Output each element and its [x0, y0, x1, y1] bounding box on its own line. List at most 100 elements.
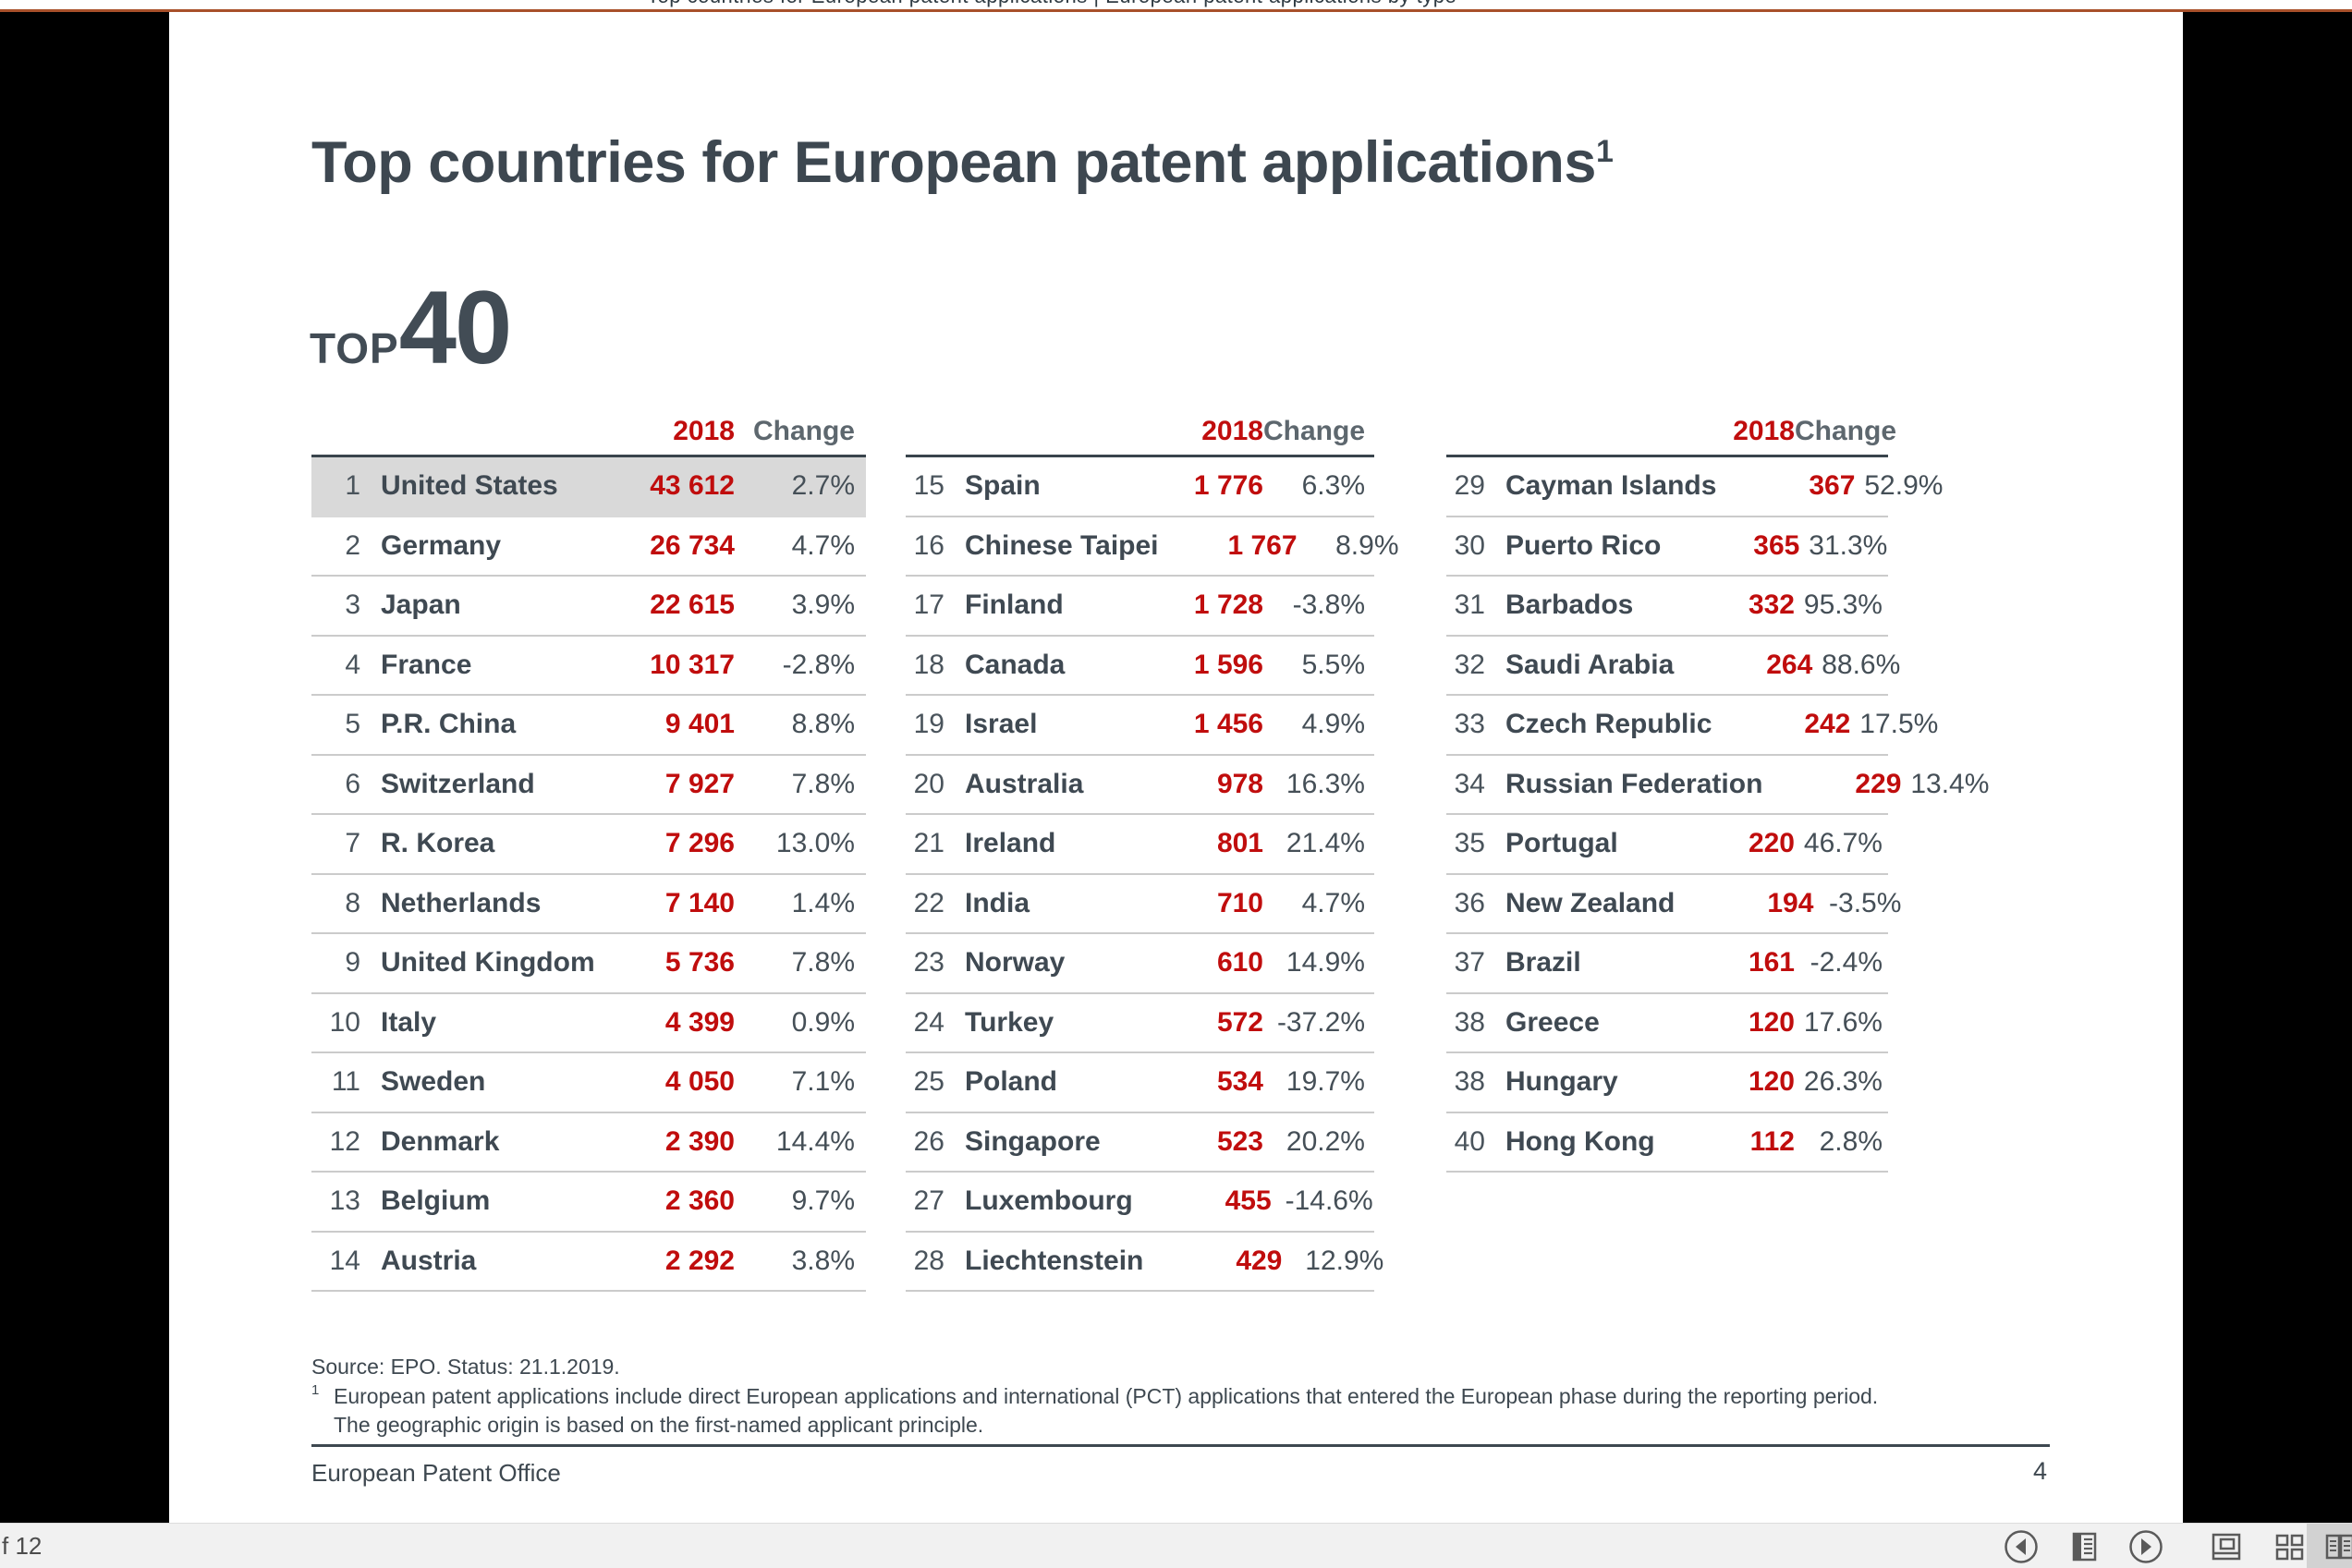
rank-cell: 11 [331, 1066, 360, 1098]
change-cell: 1.4% [791, 887, 855, 918]
window-title-strip: Top countries for European patent applic… [0, 0, 2352, 9]
table-row: 37 Brazil 161 -2.4% [1446, 934, 1888, 994]
table-row: 33 Czech Republic 242 17.5% [1446, 696, 1938, 756]
country-cell: Turkey [965, 1006, 1054, 1038]
change-cell: 7.8% [791, 947, 855, 978]
table-row: 15 Spain 1 776 6.3% [906, 457, 1374, 517]
accent-divider [0, 9, 2352, 12]
rank-cell: 25 [913, 1066, 944, 1098]
value-cell: 1 767 [1227, 529, 1298, 561]
table-row: 36 New Zealand 194 -3.5% [1446, 875, 1901, 934]
change-cell: 8.9% [1335, 529, 1399, 561]
rank-cell: 13 [329, 1185, 360, 1217]
header-year: 2018 [1201, 416, 1263, 446]
country-cell: R. Korea [381, 828, 495, 859]
change-cell: 88.6% [1822, 649, 1901, 680]
change-cell: -3.8% [1292, 590, 1365, 621]
book-view-icon[interactable] [2322, 1528, 2352, 1565]
country-cell: United Kingdom [381, 947, 595, 978]
table-row: 28 Liechtenstein 429 12.9% [906, 1233, 1383, 1292]
rank-cell: 8 [345, 887, 360, 918]
value-cell: 2 292 [664, 1245, 735, 1276]
footer-rule [311, 1444, 2050, 1447]
table-header-row: 2018 Change [906, 414, 1374, 457]
country-cell: Sweden [381, 1066, 486, 1098]
table-row: 40 Hong Kong 112 2.8% [1446, 1113, 1888, 1173]
value-cell: 801 [1216, 828, 1263, 859]
country-cell: Puerto Rico [1505, 529, 1662, 561]
table-row: 16 Chinese Taipei 1 767 8.9% [906, 517, 1399, 577]
table-row: 11 Sweden 4 050 7.1% [311, 1053, 866, 1113]
value-cell: 978 [1216, 768, 1263, 799]
change-cell: 46.7% [1803, 828, 1883, 859]
table-row: 27 Luxembourg 455 -14.6% [906, 1173, 1374, 1233]
value-cell: 365 [1753, 529, 1800, 561]
rank-cell: 16 [913, 529, 944, 561]
slide-title: Top countries for European patent applic… [311, 129, 1614, 196]
rank-cell: 7 [345, 828, 360, 859]
country-cell: Liechtenstein [965, 1245, 1144, 1276]
value-cell: 1 728 [1193, 590, 1263, 621]
country-cell: Ireland [965, 828, 1056, 859]
country-cell: New Zealand [1505, 887, 1676, 918]
header-change: Change [752, 416, 855, 446]
value-cell: 1 596 [1193, 649, 1263, 680]
rank-cell: 37 [1454, 947, 1485, 978]
table-row: 32 Saudi Arabia 264 88.6% [1446, 637, 1900, 696]
change-cell: 4.7% [1301, 887, 1365, 918]
rank-cell: 34 [1454, 768, 1485, 799]
ranking-table-1: 2018 Change 1 United States 43 612 2.7% 2 Germa… [311, 414, 866, 1292]
previous-page-icon[interactable] [2003, 1528, 2040, 1565]
value-cell: 229 [1855, 768, 1902, 799]
value-cell: 10 317 [650, 649, 735, 680]
value-cell: 610 [1216, 947, 1263, 978]
footer-organisation: European Patent Office [311, 1459, 561, 1487]
rank-cell: 40 [1454, 1125, 1485, 1157]
rank-cell: 24 [913, 1006, 944, 1038]
single-page-view-icon[interactable] [2066, 1528, 2102, 1565]
value-cell: 367 [1809, 470, 1856, 502]
table-row: 4 France 10 317 -2.8% [311, 637, 866, 696]
change-cell: 7.1% [791, 1066, 855, 1098]
value-cell: 1 456 [1193, 709, 1263, 740]
slide-page-number: 4 [2032, 1457, 2047, 1485]
slide-page: Top countries for European patent applic… [169, 12, 2183, 1523]
next-page-icon[interactable] [2127, 1528, 2164, 1565]
table-row: 38 Greece 120 17.6% [1446, 994, 1888, 1053]
fit-page-icon[interactable] [2208, 1528, 2245, 1565]
footnote-text: European patent applications include dir… [334, 1382, 1878, 1440]
change-cell: 14.4% [775, 1125, 855, 1157]
rank-cell: 20 [913, 768, 944, 799]
country-cell: Poland [965, 1066, 1058, 1098]
change-cell: 6.3% [1301, 470, 1365, 502]
table-row: 24 Turkey 572 -37.2% [906, 994, 1374, 1053]
change-cell: 31.3% [1809, 529, 1888, 561]
rank-cell: 33 [1454, 709, 1485, 740]
table-row: 35 Portugal 220 46.7% [1446, 815, 1888, 875]
country-cell: Finland [965, 590, 1064, 621]
country-cell: Hungary [1505, 1066, 1618, 1098]
change-cell: -2.4% [1810, 947, 1883, 978]
table-row: 34 Russian Federation 229 13.4% [1446, 756, 1989, 815]
country-cell: P.R. China [381, 709, 517, 740]
thumbnail-grid-icon[interactable] [2271, 1528, 2308, 1565]
value-cell: 7 140 [664, 887, 735, 918]
value-cell: 429 [1236, 1245, 1283, 1276]
source-line: Source: EPO. Status: 21.1.2019. [311, 1355, 620, 1379]
rank-cell: 1 [345, 470, 360, 502]
table-row: 17 Finland 1 728 -3.8% [906, 577, 1374, 637]
country-cell: Barbados [1505, 590, 1634, 621]
rank-cell: 36 [1454, 887, 1485, 918]
country-cell: Chinese Taipei [965, 529, 1159, 561]
country-cell: Japan [381, 590, 461, 621]
change-cell: 5.5% [1301, 649, 1365, 680]
value-cell: 5 736 [664, 947, 735, 978]
rank-cell: 30 [1454, 529, 1485, 561]
value-cell: 112 [1749, 1125, 1795, 1157]
country-cell: United States [381, 470, 558, 502]
value-cell: 710 [1216, 887, 1263, 918]
rank-cell: 4 [345, 649, 360, 680]
rank-cell: 2 [345, 529, 360, 561]
country-cell: Italy [381, 1006, 437, 1038]
value-cell: 161 [1748, 947, 1795, 978]
